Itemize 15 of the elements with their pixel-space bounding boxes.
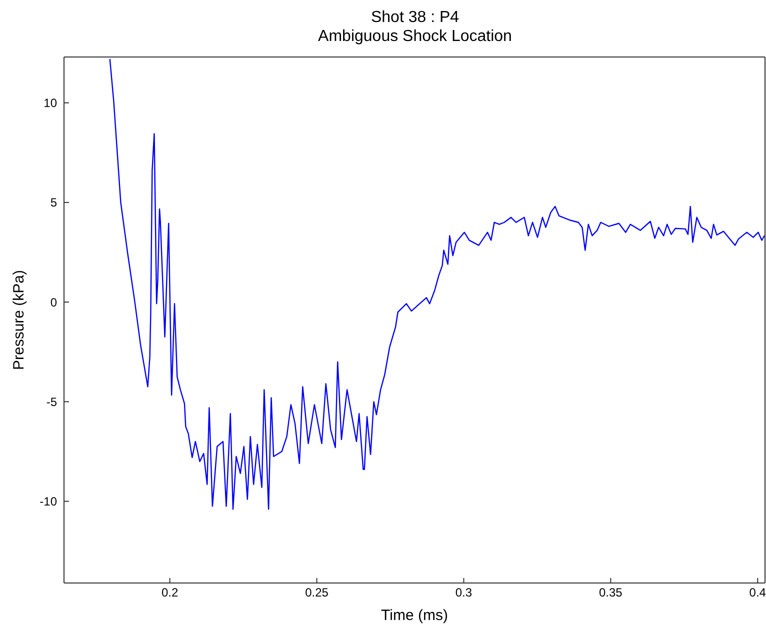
y-tick-label: -5 [46, 394, 58, 409]
y-axis-title: Pressure (kPa) [10, 270, 28, 370]
y-tick-label: 5 [50, 196, 58, 210]
x-tick-label: 0.3 [455, 586, 472, 600]
chart-title: Shot 38 : P4 [370, 8, 460, 27]
y-tick-label: 0 [50, 295, 58, 310]
line-series [109, 58, 765, 510]
x-tick-label: 0.25 [305, 586, 329, 600]
x-axis-title: Time (ms) [381, 607, 448, 624]
x-tick-label: 0.4 [749, 586, 766, 600]
chart-subtitle: Ambiguous Shock Location [317, 27, 513, 46]
y-tick-label: -10 [40, 494, 58, 509]
y-tick-label: 10 [44, 96, 58, 110]
x-tick-label: 0.35 [599, 586, 623, 600]
x-tick-label: 0.2 [161, 586, 178, 600]
